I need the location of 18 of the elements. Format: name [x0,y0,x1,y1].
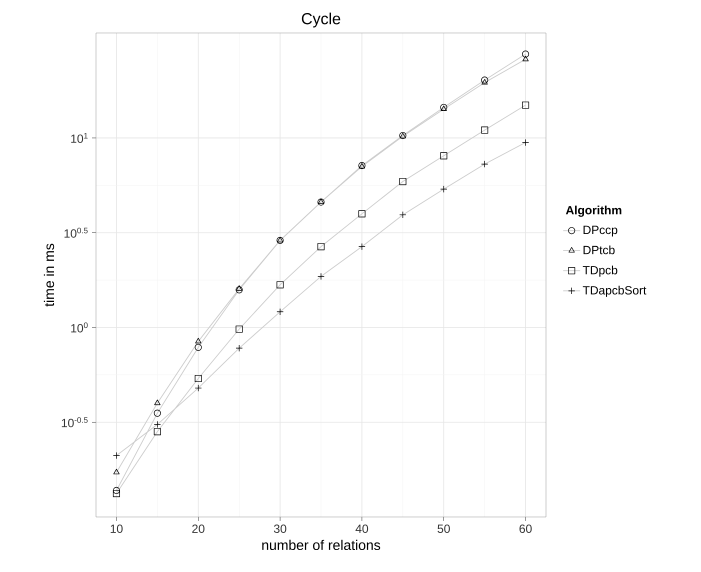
x-tick-label: 60 [520,524,532,533]
legend-label: TDapcbSort [582,286,646,297]
legend-label: DPtcb [584,245,615,254]
chart-title: Cycle [302,12,340,28]
y-tick-label: 10$^{0}$ [71,322,88,332]
legend-label: DPccp [584,226,618,236]
legend-label: TDpcb [582,266,618,277]
x-tick-label: 10 [110,524,123,533]
y-axis-title: time in ms [44,244,54,307]
y-tick-label: 10$^{1}$ [71,132,88,143]
x-tick-label: 30 [274,524,286,533]
y-tick-label: 10$^{0.5}$ [64,228,88,238]
x-tick-label: 20 [192,524,204,533]
legend-title: Algorithm [566,206,622,217]
x-axis-title: number of relations [262,540,380,550]
x-tick-label: 50 [438,524,450,533]
x-tick-label: 40 [356,524,368,533]
y-tick-label: 10$^{-0.5}$ [62,417,88,428]
